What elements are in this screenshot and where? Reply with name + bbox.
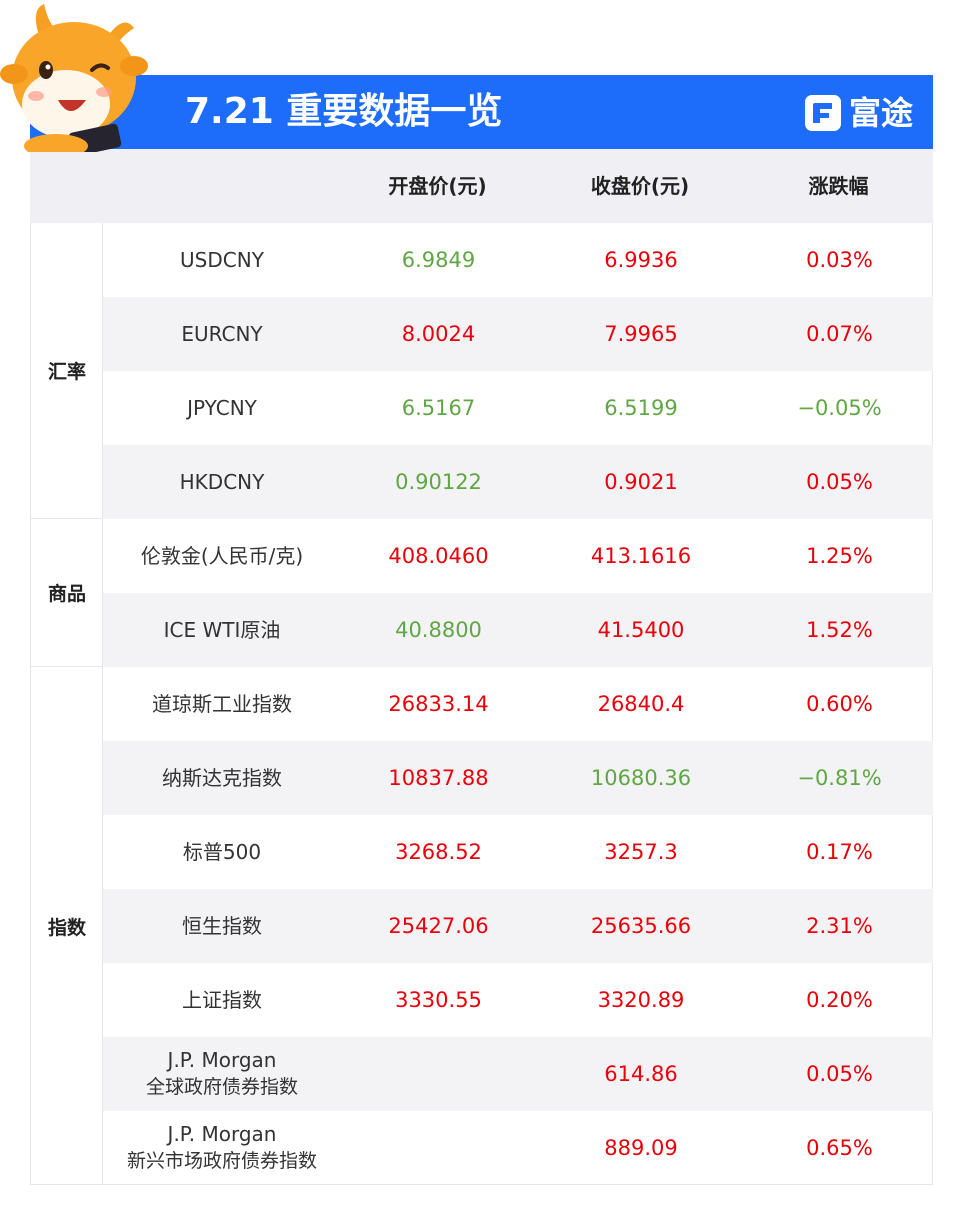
table-row: 伦敦金(人民币/克) 408.0460 413.1616 1.25%	[103, 519, 933, 593]
row-name: ICE WTI原油	[103, 617, 341, 644]
row-name-line1: 标普500	[182, 839, 262, 864]
row-name-line2: 新兴市场政府债券指数	[126, 1150, 317, 1172]
page-title: 7.21 重要数据一览	[185, 91, 503, 132]
table-row: JPYCNY 6.5167 6.5199 −0.05%	[103, 371, 933, 445]
open-price: 40.8800	[395, 618, 482, 642]
close-price: 6.5199	[604, 396, 678, 420]
change-percent: 0.07%	[806, 322, 873, 346]
change-percent: 1.52%	[806, 618, 873, 642]
futu-logo-icon	[804, 95, 841, 131]
close-price: 41.5400	[597, 618, 685, 642]
change-percent: 0.60%	[806, 692, 873, 716]
change-percent: 0.05%	[806, 1062, 873, 1086]
row-name-line1: J.P. Morgan	[167, 1122, 277, 1146]
row-name-line1: JPYCNY	[187, 395, 257, 420]
change-percent: −0.05%	[797, 396, 882, 420]
close-price: 3320.89	[597, 988, 685, 1012]
open-price: 26833.14	[388, 692, 489, 716]
close-price: 6.9936	[604, 248, 678, 272]
row-name: 标普500	[103, 839, 341, 866]
table-row: 上证指数 3330.55 3320.89 0.20%	[103, 963, 933, 1037]
change-percent: 0.17%	[806, 840, 873, 864]
group-commodities: 商品	[31, 519, 103, 667]
mascot-cow-icon	[0, 4, 148, 152]
row-name-line1: 恒生指数	[182, 913, 262, 938]
open-price: 25427.06	[388, 914, 489, 938]
row-name: 恒生指数	[103, 913, 341, 940]
row-name: 上证指数	[103, 987, 341, 1014]
open-price: 3330.55	[395, 988, 482, 1012]
brand-name: 富途	[848, 94, 913, 132]
open-price: 6.9849	[401, 248, 476, 272]
row-name: HKDCNY	[103, 469, 341, 496]
title-banner: 7.21 重要数据一览 富途	[30, 75, 933, 149]
change-percent: 0.03%	[806, 248, 873, 272]
row-name-line1: 纳斯达克指数	[162, 765, 282, 790]
row-name-line1: J.P. Morgan	[167, 1048, 277, 1072]
close-price: 26840.4	[597, 692, 685, 716]
open-price: 408.0460	[388, 544, 489, 568]
open-price: 3268.52	[395, 840, 482, 864]
table-rows: USDCNY 6.9849 6.9936 0.03% EURCNY 8.0024 7.996…	[103, 223, 933, 1185]
row-name-line1: 上证指数	[182, 987, 262, 1012]
change-percent: −0.81%	[797, 766, 882, 790]
table-row: ICE WTI原油 40.8800 41.5400 1.52%	[103, 593, 933, 667]
open-price: 0.90122	[395, 470, 482, 494]
close-price: 10680.36	[590, 766, 692, 790]
header-change: 涨跌幅	[808, 174, 869, 198]
header-open-price: 开盘价(元)	[388, 174, 487, 198]
row-name: EURCNY	[103, 321, 341, 348]
header-blank	[30, 149, 340, 223]
header-close-price: 收盘价(元)	[590, 174, 690, 198]
row-name-line1: 道琼斯工业指数	[152, 691, 292, 716]
close-price: 0.9021	[604, 470, 678, 494]
row-name-line1: EURCNY	[181, 321, 263, 346]
row-name: 道琼斯工业指数	[103, 691, 341, 718]
row-name-line1: USDCNY	[180, 247, 264, 272]
close-price: 413.1616	[590, 544, 692, 568]
change-percent: 2.31%	[806, 914, 873, 938]
row-name-line2: 全球政府债券指数	[145, 1076, 298, 1098]
table-row: HKDCNY 0.90122 0.9021 0.05%	[103, 445, 933, 519]
table-header: 开盘价(元) 收盘价(元) 涨跌幅	[30, 149, 933, 223]
group-column: 汇率 商品 指数	[31, 223, 103, 1184]
row-name: USDCNY	[103, 247, 341, 274]
table-row: 恒生指数 25427.06 25635.66 2.31%	[103, 889, 933, 963]
row-name-line1: 伦敦金(人民币/克)	[140, 543, 304, 568]
group-indices: 指数	[47, 916, 86, 939]
open-price: 6.5167	[401, 396, 476, 420]
change-percent: 0.20%	[806, 988, 873, 1012]
close-price: 614.86	[604, 1062, 678, 1086]
table-row: J.P. Morgan 全球政府债券指数 614.86 0.05%	[103, 1037, 933, 1111]
row-name: J.P. Morgan 新兴市场政府债券指数	[103, 1121, 341, 1175]
table-row: USDCNY 6.9849 6.9936 0.03%	[103, 223, 933, 297]
row-name: 伦敦金(人民币/克)	[103, 543, 341, 570]
table-row: EURCNY 8.0024 7.9965 0.07%	[103, 297, 933, 371]
brand-logo: 富途	[804, 93, 913, 133]
table-row: 道琼斯工业指数 26833.14 26840.4 0.60%	[103, 667, 933, 741]
table-row: 纳斯达克指数 10837.88 10680.36 −0.81%	[103, 741, 933, 815]
table-row: J.P. Morgan 新兴市场政府债券指数 889.09 0.65%	[103, 1111, 933, 1185]
table-row: 标普500 3268.52 3257.3 0.17%	[103, 815, 933, 889]
row-name-line1: ICE WTI原油	[163, 617, 281, 642]
close-price: 7.9965	[604, 322, 678, 346]
change-percent: 0.05%	[806, 470, 873, 494]
row-name: JPYCNY	[103, 395, 341, 422]
close-price: 3257.3	[604, 840, 678, 864]
change-percent: 1.25%	[806, 544, 873, 568]
row-name: 纳斯达克指数	[103, 765, 341, 792]
close-price: 889.09	[604, 1136, 678, 1160]
row-name-line1: HKDCNY	[179, 469, 265, 494]
change-percent: 0.65%	[806, 1136, 873, 1160]
group-fx: 汇率	[31, 223, 103, 519]
open-price: 8.0024	[401, 322, 476, 346]
open-price: 10837.88	[388, 766, 489, 790]
close-price: 25635.66	[590, 914, 692, 938]
data-table: 汇率 商品 指数 USDCNY 6.9849 6.9936 0.03% EURCNY 8.…	[30, 223, 933, 1185]
row-name: J.P. Morgan 全球政府债券指数	[103, 1047, 341, 1101]
